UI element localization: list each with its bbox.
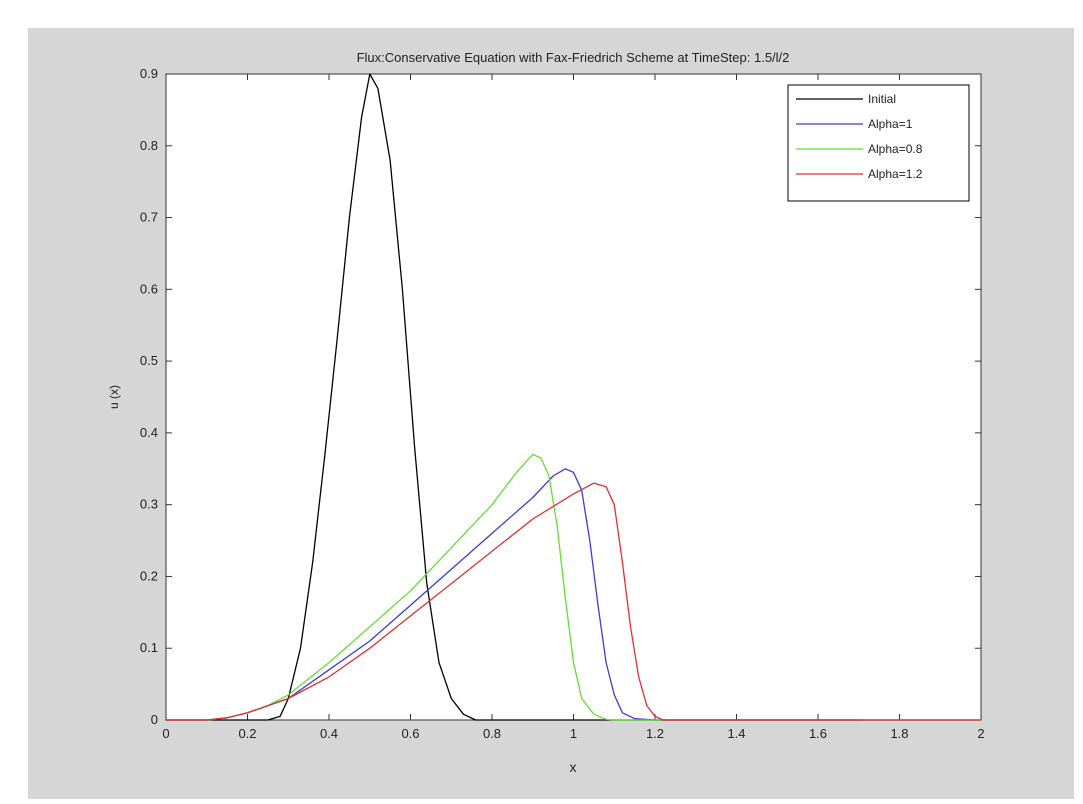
legend-label-initial: Initial — [868, 92, 896, 106]
legend: Initial Alpha=1 Alpha=0.8 Alpha=1.2 — [787, 84, 970, 202]
line-chart: Flux:Conservative Equation with Fax-Frie… — [107, 50, 985, 775]
series-line-initial — [166, 73, 863, 721]
y-tick-label: 0.4 — [140, 425, 158, 440]
y-axis-label: u (x) — [107, 385, 121, 409]
x-tick-label: 0 — [162, 726, 169, 741]
y-tick-label: 0 — [151, 712, 158, 727]
y-tick-label: 0.8 — [140, 138, 158, 153]
y-tick-label: 0.2 — [140, 568, 158, 583]
x-axis-label: x — [570, 759, 577, 775]
y-tick-label: 0.3 — [140, 497, 158, 512]
legend-label-alpha-0-8: Alpha=0.8 — [868, 142, 923, 156]
y-tick-label: 0.7 — [140, 210, 158, 225]
x-tick-label: 1.6 — [809, 726, 827, 741]
figure-window: Flux:Conservative Equation with Fax-Frie… — [28, 28, 1074, 799]
chart-title: Flux:Conservative Equation with Fax-Frie… — [357, 50, 790, 65]
x-tick-label: 1.8 — [890, 726, 908, 741]
y-tick-label: 0.9 — [140, 66, 158, 81]
series-line-alpha-1-2 — [166, 482, 981, 721]
x-tick-label: 0.8 — [483, 726, 501, 741]
x-tick-label: 2 — [977, 726, 984, 741]
legend-label-alpha-1-2: Alpha=1.2 — [868, 167, 923, 181]
x-tick-label: 1.2 — [646, 726, 664, 741]
series-lines — [166, 73, 981, 721]
legend-entries: Initial Alpha=1 Alpha=0.8 Alpha=1.2 — [796, 92, 923, 181]
x-tick-label: 0.4 — [320, 726, 338, 741]
legend-label-alpha-1: Alpha=1 — [868, 117, 913, 131]
x-tick-label: 1 — [570, 726, 577, 741]
legend-box — [787, 84, 970, 202]
y-tick-label: 0.5 — [140, 353, 158, 368]
x-tick-label: 1.4 — [727, 726, 745, 741]
y-tick-label: 0.1 — [140, 640, 158, 655]
x-tick-label: 0.2 — [238, 726, 256, 741]
axis-ticks: 0 0.2 0.4 0.6 0.8 1 1.2 1.4 1.6 1.8 2 0 0.1 0.2 0.3 0.4… — [140, 66, 985, 741]
y-tick-label: 0.6 — [140, 281, 158, 296]
x-tick-label: 0.6 — [401, 726, 419, 741]
